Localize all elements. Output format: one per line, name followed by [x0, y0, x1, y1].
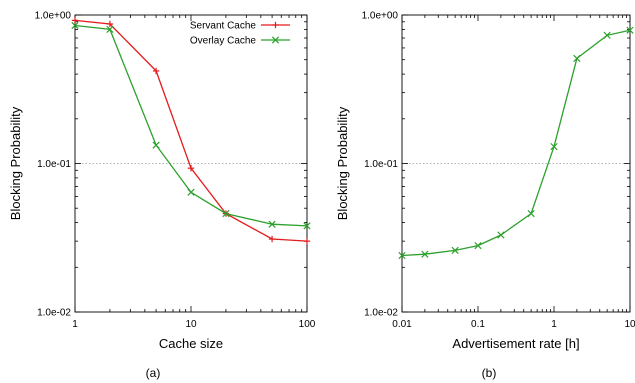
series-line: [74, 19, 308, 242]
data-point-marker: [187, 164, 195, 172]
y-tick-label: 1.0e+00: [35, 11, 72, 22]
legend-label: Overlay Cache: [190, 36, 257, 47]
series-advertisement-rate: [398, 26, 634, 260]
marker-stroke: [398, 251, 406, 260]
data-point-marker: [603, 31, 611, 39]
y-tick-label: 1.0e-02: [37, 308, 71, 319]
y-tick-label: 1.0e-01: [364, 159, 398, 170]
x-tick-label: 0.1: [471, 319, 485, 330]
data-point-marker: [71, 17, 79, 24]
data-point-marker: [222, 209, 230, 218]
legend-label: Servant Cache: [190, 21, 257, 32]
data-point-marker: [573, 54, 581, 63]
legend-marker: [271, 36, 280, 44]
x-tick-label: 0.01: [392, 319, 412, 330]
y-axis-label: Blocking Probability: [8, 106, 23, 220]
data-point-marker: [71, 21, 79, 30]
data-point-marker: [451, 246, 459, 255]
marker-stroke: [550, 142, 558, 151]
chart-panel-b: 0.01 0.1 1 10 1.0e-02 1.0e-01 1.0e+00 Advertise…: [335, 11, 635, 381]
y-tick-label: 1.0e+00: [362, 11, 399, 22]
marker-stroke: [474, 241, 482, 250]
data-point-marker: [550, 142, 558, 151]
marker-stroke: [451, 246, 459, 255]
data-point-marker: [152, 141, 160, 149]
marker-stroke: [303, 222, 311, 230]
data-point-marker: [187, 188, 195, 196]
marker-stroke: [527, 209, 535, 218]
marker-stroke: [106, 25, 114, 34]
y-tick-label: 1.0e-01: [37, 159, 71, 170]
marker-stroke: [421, 250, 429, 258]
x-axis-label: Advertisement rate [h]: [452, 336, 579, 351]
series-overlay-cache: [71, 21, 311, 230]
data-point-marker: [268, 220, 276, 228]
x-tick-label: 1: [551, 319, 557, 330]
x-tick-label: 100: [299, 319, 316, 330]
plot-frame: [74, 14, 308, 313]
data-point-marker: [152, 67, 160, 75]
marker-stroke: [71, 21, 79, 30]
data-point-marker: [474, 241, 482, 250]
y-axis-label: Blocking Probability: [335, 106, 350, 220]
x-axis-label: Cache size: [159, 336, 223, 351]
panel-caption: (b): [482, 366, 497, 380]
data-point-marker: [268, 235, 276, 243]
data-point-marker: [527, 209, 535, 218]
series-line: [401, 29, 631, 257]
x-tick-label: 10: [624, 319, 635, 330]
series-servant-cache: [71, 17, 311, 245]
marker-stroke: [497, 231, 505, 239]
marker-stroke: [603, 31, 611, 39]
data-point-marker: [303, 237, 311, 245]
series-line: [74, 24, 308, 227]
data-point-marker: [106, 20, 114, 28]
data-point-marker: [421, 250, 429, 258]
marker-stroke: [626, 26, 634, 34]
y-tick-label: 1.0e-02: [364, 308, 398, 319]
panel-caption: (a): [146, 366, 161, 380]
x-tick-label: 10: [185, 319, 197, 330]
x-tick-label: 1: [72, 319, 78, 330]
marker-stroke: [152, 141, 160, 149]
legend: Servant Cache Overlay Cache: [190, 21, 290, 47]
marker-stroke: [187, 188, 195, 196]
chart-panel-a: 1 10 100 1.0e-02 1.0e-01 1.0e+00 Cache size Blo…: [8, 11, 316, 381]
data-point-marker: [626, 26, 634, 34]
data-point-marker: [106, 25, 114, 34]
marker-stroke: [573, 54, 581, 63]
marker-stroke: [222, 209, 230, 218]
plot-frame: [401, 14, 631, 313]
data-point-marker: [303, 222, 311, 230]
marker-stroke: [268, 220, 276, 228]
data-point-marker: [398, 251, 406, 260]
data-point-marker: [497, 231, 505, 239]
